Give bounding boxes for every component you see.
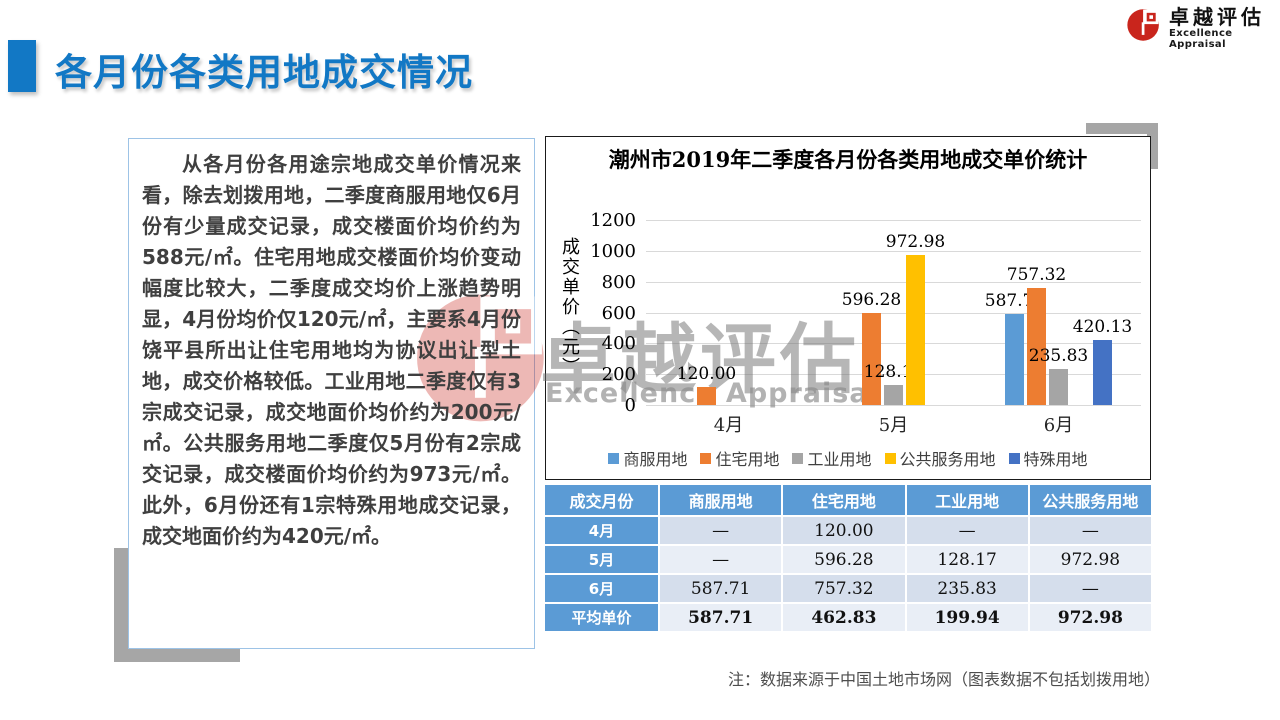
bar-value-label: 757.32 [1006,265,1067,286]
chart-legend: 商服用地 住宅用地 工业用地 公共服务用地 特殊用地 [546,446,1150,470]
table-row-header: 平均单价 [545,604,658,631]
table-cell: 587.71 [660,575,782,602]
table-header-cell: 公共服务用地 [1029,485,1151,515]
gridline [646,343,1141,345]
title-accent-square [8,40,36,92]
bar-工业用地 [1049,368,1068,405]
legend-label: 住宅用地 [715,450,780,469]
bar-特殊用地 [1093,340,1112,405]
bar-商服用地 [1005,314,1024,405]
legend-item: 住宅用地 [700,446,779,470]
bar-工业用地 [884,385,903,405]
analysis-paragraph: 从各月份各用途宗地成交单价情况来看，除去划拨用地，二季度商服用地仅6月份有少量成… [142,152,521,548]
legend-item: 工业用地 [792,446,872,470]
table-cell: 972.98 [1029,604,1151,631]
gridline [646,250,1141,252]
chart-y-axis-label: 成交单价（元） [559,237,580,377]
analysis-textbox: 从各月份各用途宗地成交单价情况来看，除去划拨用地，二季度商服用地仅6月份有少量成… [128,138,535,649]
table-cell: — [1029,517,1151,544]
legend-swatch [884,452,896,464]
table-cell: 596.28 [783,546,905,573]
table-cell: 757.32 [783,575,905,602]
table-cell: 120.00 [783,517,905,544]
table-header-cell: 工业用地 [906,485,1028,515]
bar-value-label: 596.28 [841,290,902,311]
gridline [646,374,1141,376]
chartbox-shadow-horizontal [1086,123,1158,134]
table-header-row: 成交月份 商服用地 住宅用地 工业用地 公共服务用地 [545,485,1151,515]
textbox-shadow-horizontal [114,649,240,662]
legend-label: 商服用地 [623,450,688,469]
bar-value-label: 235.83 [1028,345,1089,366]
bar-住宅用地 [697,386,716,405]
company-logo: 卓越评估 Excellence Appraisal [1126,6,1280,50]
gridline [646,405,1141,406]
company-logo-name-cn: 卓越评估 [1169,5,1265,29]
table-cell: — [660,517,782,544]
legend-label: 特殊用地 [1023,450,1088,469]
y-tick-label: 1200 [590,210,636,231]
table-cell: 235.83 [906,575,1028,602]
data-table: 成交月份 商服用地 住宅用地 工业用地 公共服务用地 4月 —120.00— —5月 —596.… [545,485,1151,633]
table-row-header: 5月 [545,546,658,573]
legend-item: 特殊用地 [1008,446,1088,470]
plot-area: 0 200 400 600 800 1000 1200 4月 120.00 5月 596.28 128… [590,210,1141,436]
chart-title: 潮州市2019年二季度各月份各类用地成交单价统计 [608,147,1088,172]
gridline [646,220,1141,221]
legend-swatch [608,452,620,464]
y-tick-label: 800 [601,271,636,293]
textbox-shadow-vertical [114,548,128,662]
bar-value-label: 120.00 [676,363,737,384]
legend-label: 公共服务用地 [899,450,996,469]
company-logo-name-en: Excellence Appraisal [1169,28,1233,50]
bar-住宅用地 [1027,288,1046,405]
table-cell: 128.17 [906,546,1028,573]
table-header-cell: 商服用地 [660,485,782,515]
gridline [646,281,1141,283]
legend-label: 工业用地 [807,450,872,469]
y-tick-label: 1000 [590,240,636,262]
bar-value-label: 420.13 [1072,317,1133,338]
table-row: 4月 —120.00— — [545,517,1151,544]
legend-swatch [1008,452,1020,464]
y-tick-label: 200 [601,364,636,386]
table-row: 平均单价 587.71 462.83 199.94 972.98 [545,604,1151,631]
legend-item: 公共服务用地 [884,446,996,470]
table-header-cell: 成交月份 [545,485,658,515]
y-tick-label: 0 [624,395,636,416]
table-cell: — [906,517,1028,544]
table-header-cell: 住宅用地 [783,485,905,515]
table-cell: 199.94 [906,604,1028,631]
table-cell: 587.71 [660,604,782,631]
table-row-header: 4月 [545,517,658,544]
source-note: 注：数据来源于中国土地市场网（图表数据不包括划拨用地） [727,670,1160,689]
table-cell: 972.98 [1029,546,1151,573]
table-row-header: 6月 [545,575,658,602]
page-title: 各月份各类用地成交情况 [55,51,473,94]
gridline [646,312,1141,314]
y-tick-label: 400 [601,333,636,355]
table-cell: 462.83 [783,604,905,631]
table-cell: — [1029,575,1151,602]
x-tick-label: 5月 [878,415,909,436]
table-row: 5月 —596.28 128.17 972.98 [545,546,1151,573]
bar-住宅用地 [862,313,881,405]
bar-value-label: 972.98 [885,232,946,252]
x-tick-label: 6月 [1043,415,1074,436]
legend-item: 商服用地 [608,446,687,470]
chartbox-shadow-vertical [1147,123,1158,169]
table-row: 6月 587.71 757.32 235.83— [545,575,1151,602]
legend-swatch [700,452,712,464]
legend-swatch [792,452,804,464]
chart-container: 潮州市2019年二季度各月份各类用地成交单价统计 成交单价（元） 0 200 400… [545,136,1151,480]
x-tick-label: 4月 [713,415,744,436]
company-logo-icon [1126,6,1162,48]
bar-公共服务用地 [906,255,925,405]
y-tick-label: 600 [601,302,636,324]
table-cell: — [660,546,782,573]
